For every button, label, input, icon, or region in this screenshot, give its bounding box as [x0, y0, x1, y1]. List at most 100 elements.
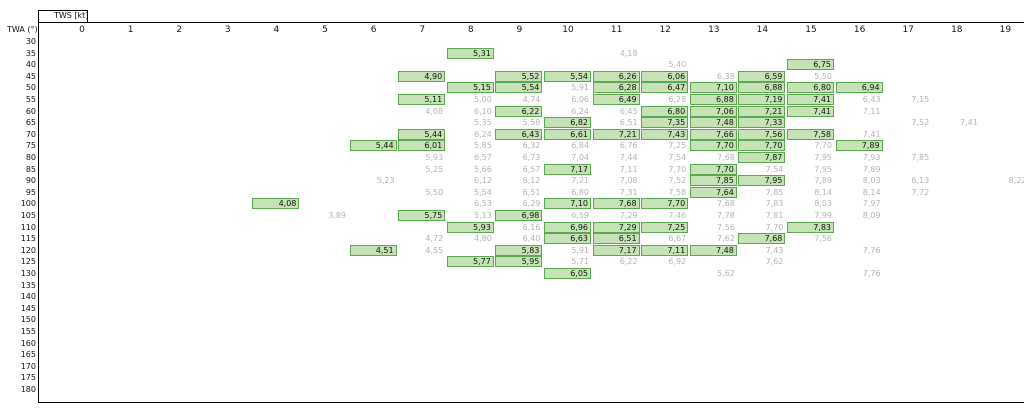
- speed-cell[interactable]: 7,68: [716, 153, 735, 162]
- highlighted-speed-cell[interactable]: 7,70: [689, 140, 737, 152]
- speed-cell[interactable]: 8,14: [814, 187, 832, 197]
- speed-cell[interactable]: 5,85: [473, 141, 492, 151]
- speed-cell[interactable]: 7,21: [571, 176, 589, 186]
- speed-cell[interactable]: 5,50: [425, 187, 444, 197]
- highlighted-speed-cell[interactable]: 6,94: [835, 82, 883, 94]
- highlighted-speed-cell[interactable]: 5,54: [495, 82, 543, 94]
- speed-cell[interactable]: 6,84: [571, 141, 589, 151]
- highlighted-speed-cell[interactable]: 7,48: [689, 117, 737, 129]
- speed-cell[interactable]: 7,56: [814, 234, 832, 244]
- speed-cell[interactable]: 5,58: [522, 118, 541, 128]
- speed-cell[interactable]: 7,29: [619, 211, 638, 220]
- highlighted-speed-cell[interactable]: 5,11: [398, 94, 446, 105]
- speed-cell[interactable]: 6,12: [473, 176, 492, 186]
- highlighted-speed-cell[interactable]: 5,75: [398, 210, 446, 221]
- speed-cell[interactable]: 4,55: [425, 245, 444, 255]
- highlighted-speed-cell[interactable]: 7,25: [641, 221, 689, 233]
- highlighted-speed-cell[interactable]: 6,22: [495, 105, 543, 117]
- speed-cell[interactable]: 7,25: [668, 141, 687, 151]
- speed-cell[interactable]: 6,57: [522, 164, 541, 174]
- highlighted-speed-cell[interactable]: 7,19: [738, 94, 786, 105]
- highlighted-speed-cell[interactable]: 4,51: [349, 244, 397, 256]
- highlighted-speed-cell[interactable]: 7,68: [738, 233, 786, 245]
- speed-cell[interactable]: 6,57: [473, 153, 492, 162]
- highlighted-speed-cell[interactable]: 7,29: [592, 221, 640, 233]
- speed-cell[interactable]: 5,54: [473, 187, 492, 197]
- highlighted-speed-cell[interactable]: 6,88: [738, 82, 786, 94]
- highlighted-speed-cell[interactable]: 7,70: [641, 198, 689, 210]
- speed-cell[interactable]: 4,72: [425, 234, 444, 244]
- speed-cell[interactable]: 7,85: [911, 153, 930, 162]
- speed-cell[interactable]: 7,83: [765, 199, 784, 209]
- highlighted-speed-cell[interactable]: 6,80: [787, 82, 834, 94]
- speed-cell[interactable]: 7,11: [862, 106, 881, 116]
- speed-cell[interactable]: 7,52: [668, 176, 687, 186]
- highlighted-speed-cell[interactable]: 7,33: [738, 117, 786, 129]
- speed-cell[interactable]: 5,91: [571, 83, 589, 93]
- highlighted-speed-cell[interactable]: 6,51: [592, 233, 640, 245]
- speed-cell[interactable]: 5,66: [473, 164, 492, 174]
- highlighted-speed-cell[interactable]: 7,41: [787, 94, 834, 105]
- highlighted-speed-cell[interactable]: 7,21: [592, 128, 640, 140]
- highlighted-speed-cell[interactable]: 5,52: [495, 70, 543, 82]
- speed-cell[interactable]: 7,78: [716, 211, 735, 220]
- speed-cell[interactable]: 5,93: [425, 153, 444, 162]
- speed-cell[interactable]: 6,12: [522, 176, 541, 186]
- speed-cell[interactable]: 6,28: [668, 95, 687, 104]
- highlighted-speed-cell[interactable]: 6,82: [544, 117, 591, 129]
- speed-cell[interactable]: 6,45: [619, 106, 638, 116]
- highlighted-speed-cell[interactable]: 6,59: [738, 70, 786, 82]
- speed-cell[interactable]: 5,91: [571, 245, 589, 255]
- highlighted-speed-cell[interactable]: 7,70: [738, 140, 786, 152]
- highlighted-speed-cell[interactable]: 7,95: [738, 175, 786, 187]
- highlighted-speed-cell[interactable]: 7,85: [689, 175, 737, 187]
- highlighted-speed-cell[interactable]: 5,83: [495, 244, 543, 256]
- highlighted-speed-cell[interactable]: 6,96: [544, 221, 591, 233]
- speed-cell[interactable]: 8,03: [862, 176, 881, 186]
- highlighted-speed-cell[interactable]: 5,77: [446, 256, 494, 268]
- highlighted-speed-cell[interactable]: 7,48: [689, 244, 737, 256]
- speed-cell[interactable]: 3,89: [328, 211, 346, 220]
- speed-cell[interactable]: 7,70: [765, 222, 784, 232]
- highlighted-speed-cell[interactable]: 6,06: [641, 70, 689, 82]
- speed-cell[interactable]: 7,89: [814, 176, 832, 186]
- speed-cell[interactable]: 7,31: [619, 187, 638, 197]
- highlighted-speed-cell[interactable]: 7,10: [544, 198, 591, 210]
- highlighted-speed-cell[interactable]: 7,10: [689, 82, 737, 94]
- speed-cell[interactable]: 5,35: [473, 118, 492, 128]
- speed-cell[interactable]: 5,50: [814, 71, 832, 81]
- speed-cell[interactable]: 7,44: [619, 153, 638, 162]
- highlighted-speed-cell[interactable]: 7,17: [592, 244, 640, 256]
- speed-cell[interactable]: 5,71: [571, 257, 589, 267]
- speed-cell[interactable]: 7,72: [911, 187, 930, 197]
- highlighted-speed-cell[interactable]: 7,17: [544, 163, 591, 175]
- highlighted-speed-cell[interactable]: 6,01: [398, 140, 446, 152]
- speed-cell[interactable]: 6,76: [619, 141, 638, 151]
- speed-cell[interactable]: 6,40: [522, 234, 541, 244]
- highlighted-speed-cell[interactable]: 7,11: [641, 244, 689, 256]
- speed-cell[interactable]: 6,73: [522, 153, 541, 162]
- speed-cell[interactable]: 7,81: [765, 211, 784, 220]
- speed-cell[interactable]: 7,68: [716, 199, 735, 209]
- speed-cell[interactable]: 4,74: [522, 95, 541, 104]
- highlighted-speed-cell[interactable]: 5,95: [495, 256, 543, 268]
- speed-cell[interactable]: 5,62: [716, 269, 735, 278]
- speed-cell[interactable]: 5,23: [376, 176, 395, 186]
- highlighted-speed-cell[interactable]: 7,70: [689, 163, 737, 175]
- speed-cell[interactable]: 7,46: [668, 211, 687, 220]
- speed-cell[interactable]: 6,43: [862, 95, 881, 104]
- highlighted-speed-cell[interactable]: 7,64: [689, 186, 737, 198]
- highlighted-speed-cell[interactable]: 5,44: [398, 128, 446, 140]
- speed-cell[interactable]: 6,80: [571, 187, 589, 197]
- speed-cell[interactable]: 5,40: [668, 60, 687, 70]
- speed-cell[interactable]: 7,76: [862, 245, 881, 255]
- highlighted-speed-cell[interactable]: 7,06: [689, 105, 737, 117]
- highlighted-speed-cell[interactable]: 7,43: [641, 128, 689, 140]
- speed-cell[interactable]: 5,00: [473, 95, 492, 104]
- speed-cell[interactable]: 6,38: [716, 71, 735, 81]
- highlighted-speed-cell[interactable]: 6,88: [689, 94, 737, 105]
- highlighted-speed-cell[interactable]: 6,63: [544, 233, 591, 245]
- speed-cell[interactable]: 8,22: [1008, 176, 1024, 186]
- speed-cell[interactable]: 7,54: [765, 164, 784, 174]
- speed-cell[interactable]: 7,08: [619, 176, 638, 186]
